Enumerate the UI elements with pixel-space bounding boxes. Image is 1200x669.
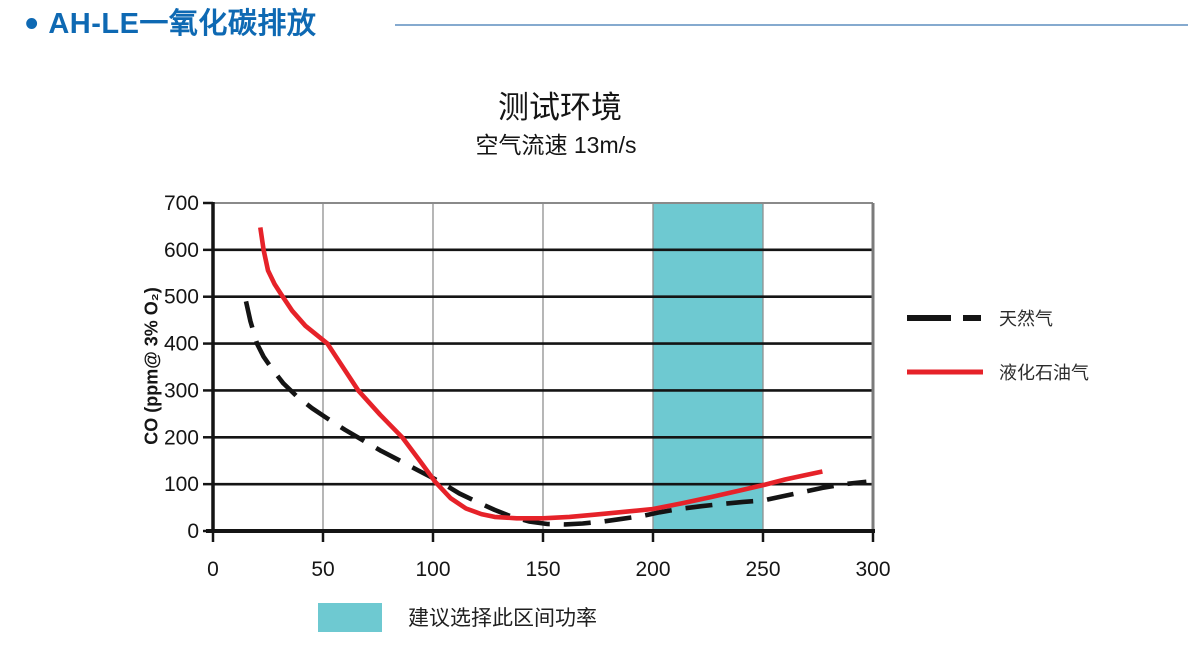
recommended-band-swatch <box>318 602 382 632</box>
band-legend: 建议选择此区间功率 <box>318 602 597 632</box>
dashed-line-sample-icon <box>907 315 981 321</box>
legend-label-lpg: 液化石油气 <box>999 363 1089 383</box>
y-tick-label: 200 <box>164 426 199 449</box>
x-tick-label: 0 <box>207 558 219 581</box>
y-tick-label: 700 <box>164 192 199 215</box>
series-line-0 <box>243 300 867 527</box>
header-divider <box>395 24 1188 26</box>
y-tick-label: 0 <box>187 520 199 543</box>
chart-title: 测试环境 <box>498 90 622 125</box>
page-title: AH-LE一氧化碳排放 <box>48 8 317 40</box>
legend-item-natural-gas: 天然气 <box>905 305 1089 331</box>
x-tick-label: 150 <box>525 558 560 581</box>
band-legend-label: 建议选择此区间功率 <box>408 607 597 630</box>
legend-item-lpg: 液化石油气 <box>905 359 1089 385</box>
x-tick-label: 300 <box>855 558 890 581</box>
x-tick-label: 100 <box>415 558 450 581</box>
x-tick-label: 200 <box>635 558 670 581</box>
recommended-power-band <box>653 203 763 531</box>
series-line-1 <box>258 227 823 521</box>
x-tick-label: 250 <box>745 558 780 581</box>
page-header: • AH-LE一氧化碳排放 <box>25 3 317 45</box>
y-tick-label: 300 <box>164 379 199 402</box>
y-tick-label: 400 <box>164 333 199 356</box>
solid-line-sample-icon <box>907 369 983 375</box>
chart-subtitle: 空气流速 13m/s <box>475 132 637 158</box>
x-tick-label: 50 <box>311 558 334 581</box>
y-tick-label: 500 <box>164 286 199 309</box>
series-legend: 天然气 液化石油气 <box>905 305 1089 385</box>
bullet-icon: • <box>25 3 39 45</box>
y-tick-label: 100 <box>164 473 199 496</box>
y-tick-label: 600 <box>164 239 199 262</box>
legend-label-natural-gas: 天然气 <box>999 309 1053 329</box>
